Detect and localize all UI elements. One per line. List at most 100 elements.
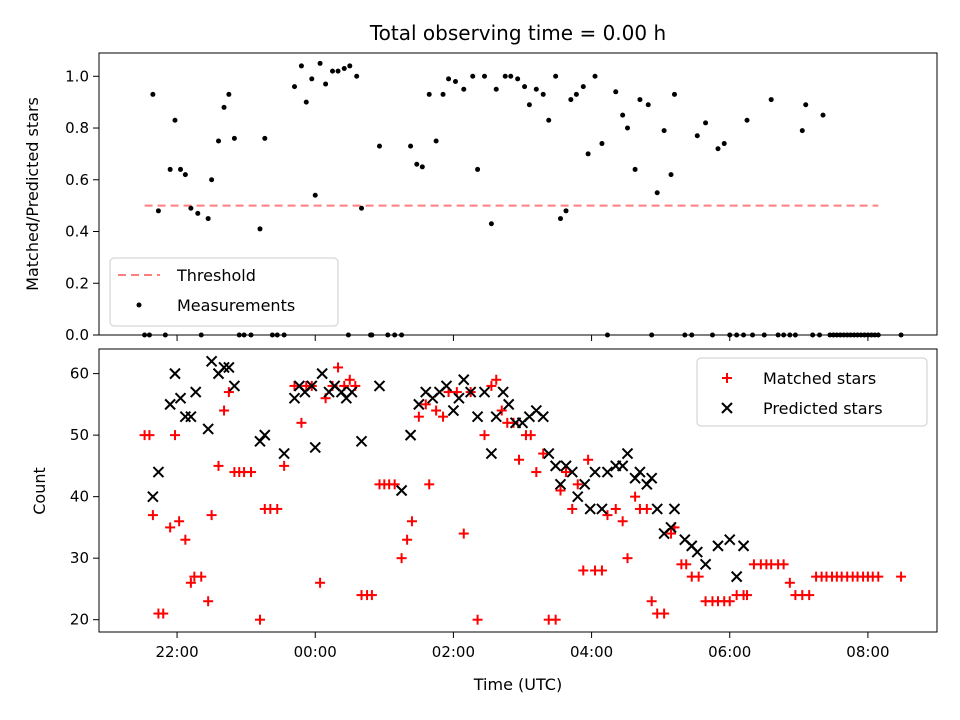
predicted-point-b bbox=[679, 534, 691, 546]
measurement-point bbox=[741, 332, 747, 338]
matched-point bbox=[165, 522, 176, 533]
measurement-point bbox=[419, 164, 425, 170]
measurement-point bbox=[568, 97, 574, 103]
predicted-point-b bbox=[665, 521, 677, 534]
predicted-point-b bbox=[616, 460, 629, 472]
predicted-point bbox=[373, 380, 386, 392]
predicted-point-b bbox=[668, 503, 681, 515]
matched-point bbox=[144, 430, 155, 441]
legend-predicted-swatch bbox=[721, 402, 733, 414]
matched-point bbox=[555, 485, 566, 496]
matched-point bbox=[289, 380, 300, 391]
measurement-point bbox=[347, 63, 353, 69]
predicted-point bbox=[737, 540, 750, 552]
predicted-point-b bbox=[152, 466, 165, 478]
predicted-point-b bbox=[147, 490, 159, 503]
measurement-point bbox=[216, 138, 222, 144]
measurement-point bbox=[146, 332, 152, 338]
predicted-point bbox=[179, 410, 192, 423]
predicted-point-b bbox=[691, 546, 703, 558]
predicted-point bbox=[601, 466, 614, 478]
predicted-point-b bbox=[730, 570, 743, 583]
matched-point bbox=[315, 577, 326, 588]
measurement-point bbox=[303, 99, 309, 105]
matched-point bbox=[431, 405, 442, 416]
measurement-point bbox=[787, 332, 793, 338]
matched-point bbox=[578, 565, 589, 576]
measurement-point bbox=[781, 332, 787, 338]
bottom-legend-box bbox=[696, 357, 928, 427]
bottom-panel: 20 30 40 50 60 22:00 00:00 02:00 04:00 06:00 08:0… bbox=[30, 348, 938, 694]
predicted-point bbox=[490, 410, 502, 423]
measurement-point bbox=[167, 166, 173, 172]
predicted-point-b bbox=[373, 380, 386, 392]
predicted-point bbox=[572, 490, 584, 503]
predicted-point-b bbox=[420, 386, 432, 398]
predicted-point-b bbox=[223, 361, 235, 374]
predicted-point-b bbox=[395, 484, 408, 497]
measurement-point bbox=[744, 117, 750, 123]
predicted-point-b bbox=[724, 534, 736, 546]
legend-matched-swatch bbox=[722, 373, 732, 383]
measurement-point bbox=[820, 112, 826, 118]
measurement-point bbox=[172, 117, 178, 123]
matched-point bbox=[438, 411, 449, 422]
predicted-point-b bbox=[316, 367, 328, 380]
matched-point bbox=[402, 534, 413, 545]
predicted-point-b bbox=[589, 466, 601, 478]
predicted-point bbox=[164, 398, 176, 411]
measurement-point bbox=[604, 332, 610, 338]
predicted-point-b bbox=[584, 503, 596, 515]
top-legend: Threshold Measurements bbox=[109, 257, 339, 327]
measurement-point bbox=[345, 332, 351, 338]
predicted-point bbox=[174, 392, 187, 404]
predicted-point bbox=[190, 386, 202, 398]
count-series bbox=[139, 355, 907, 625]
predicted-point bbox=[147, 490, 159, 503]
matched-point bbox=[479, 430, 490, 441]
measurement-point bbox=[689, 332, 695, 338]
matched-point bbox=[804, 590, 815, 601]
matched-point bbox=[641, 503, 652, 514]
predicted-point-b bbox=[699, 558, 712, 571]
measurement-point bbox=[359, 205, 365, 211]
matched-point bbox=[873, 571, 884, 582]
measurement-point bbox=[257, 226, 263, 232]
predicted-point-b bbox=[634, 466, 646, 478]
measurement-point bbox=[205, 216, 211, 222]
matched-point bbox=[693, 571, 704, 582]
predicted-point bbox=[699, 558, 712, 571]
predicted-point-b bbox=[293, 380, 306, 392]
predicted-point bbox=[404, 429, 417, 441]
matched-point bbox=[583, 454, 594, 465]
predicted-point-b bbox=[288, 392, 301, 404]
legend-measurements-label: Measurements bbox=[177, 296, 295, 315]
matched-point bbox=[389, 479, 400, 490]
measurement-point bbox=[540, 91, 546, 97]
predicted-point bbox=[621, 447, 634, 460]
measurement-point bbox=[182, 172, 188, 178]
matched-point bbox=[219, 405, 230, 416]
measurement-point bbox=[236, 332, 242, 338]
measurement-point bbox=[408, 143, 414, 149]
measurement-point bbox=[810, 332, 816, 338]
measurement-point bbox=[837, 332, 843, 338]
measurement-point bbox=[613, 89, 619, 95]
matched-point bbox=[602, 510, 613, 521]
predicted-point-b bbox=[306, 380, 318, 392]
measurement-point bbox=[734, 332, 740, 338]
matched-point bbox=[508, 417, 519, 428]
predicted-point-b bbox=[202, 423, 214, 435]
matched-point bbox=[413, 411, 424, 422]
measurement-point bbox=[865, 332, 871, 338]
measurement-point bbox=[830, 332, 836, 338]
predicted-point bbox=[202, 423, 214, 435]
matched-point bbox=[666, 528, 677, 539]
top-y-tick-label: 0.8 bbox=[65, 119, 89, 137]
matched-point bbox=[724, 596, 735, 607]
predicted-point-b bbox=[596, 503, 608, 515]
matched-point bbox=[174, 516, 185, 527]
measurement-point bbox=[142, 332, 148, 338]
measurement-point bbox=[452, 78, 458, 84]
measurement-point bbox=[875, 332, 881, 338]
